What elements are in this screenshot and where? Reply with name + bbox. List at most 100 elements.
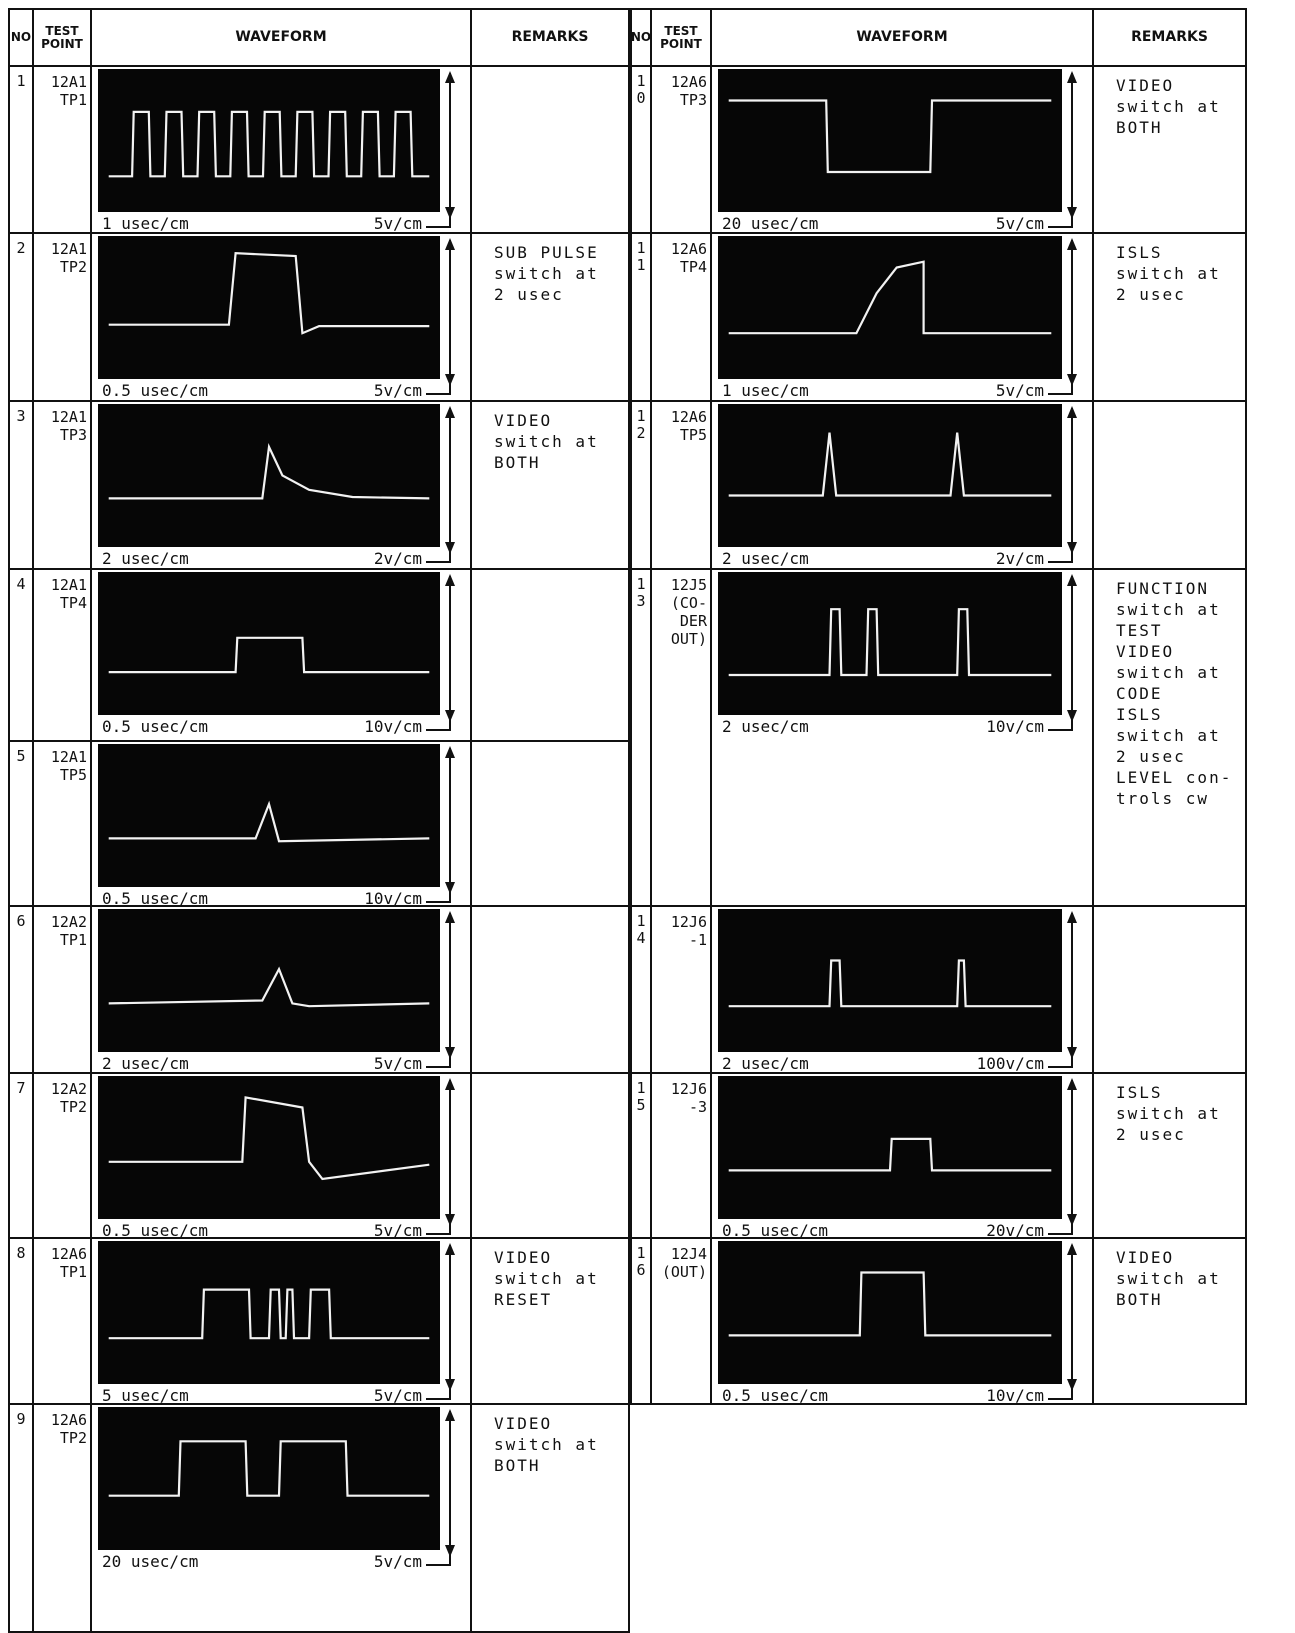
volts-scale: 10v/cm <box>364 717 422 736</box>
test-point-line: 12J6 <box>654 913 707 931</box>
header-test-point: TESTPOINT <box>650 8 712 67</box>
test-point-line: 12A1 <box>36 408 87 426</box>
remarks-line: switch at <box>494 263 628 284</box>
test-point-line: TP2 <box>36 1098 87 1116</box>
volts-scale: 2v/cm <box>996 549 1044 568</box>
header-line: POINT <box>41 38 83 51</box>
waveform-cell: 2 usec/cm2v/cm <box>710 400 1094 570</box>
test-point-line: 12A1 <box>36 73 87 91</box>
time-scale: 0.5 usec/cm <box>102 717 208 736</box>
header-remarks-text: REMARKS <box>1131 30 1208 45</box>
header-no-text: NO <box>631 31 651 44</box>
remarks-line: LEVEL con- <box>1116 767 1245 788</box>
remarks <box>1092 400 1247 570</box>
waveform-cell: 1 usec/cm5v/cm <box>710 232 1094 402</box>
header-remarks: REMARKS <box>1092 8 1247 67</box>
test-point-line: DER <box>654 612 707 630</box>
scale-bracket <box>1048 1057 1072 1067</box>
waveform-cell: 0.5 usec/cm5v/cm <box>90 1072 472 1239</box>
scale-bracket <box>426 1555 450 1565</box>
scope-screen <box>98 572 440 715</box>
remarks-line: VIDEO <box>494 1413 628 1434</box>
scope: 2 usec/cm2v/cm <box>92 402 470 570</box>
header-waveform: WAVEFORM <box>90 8 472 67</box>
remarks-line: switch at <box>494 1434 628 1455</box>
scope-screen <box>98 1407 440 1550</box>
row-number-text: 7 <box>16 1080 26 1097</box>
header-no-text: NO <box>11 31 31 44</box>
remarks-line: ISLS <box>1116 242 1245 263</box>
test-point-line: 12A1 <box>36 240 87 258</box>
scope-screen <box>718 404 1062 547</box>
time-scale: 1 usec/cm <box>722 381 809 400</box>
row-number-text: 14 <box>636 913 646 947</box>
remarks-line: VIDEO <box>494 1247 628 1268</box>
time-scale: 2 usec/cm <box>722 1054 809 1073</box>
remarks-line: trols cw <box>1116 788 1245 809</box>
row-number-text: 6 <box>16 913 26 930</box>
header-no: NO <box>8 8 34 67</box>
remarks-line: BOTH <box>494 1455 628 1476</box>
test-point-line: 12A6 <box>654 73 707 91</box>
header-line: POINT <box>660 38 702 51</box>
test-point-line: 12A2 <box>36 913 87 931</box>
test-point-line: TP4 <box>36 594 87 612</box>
row-number: 10 <box>630 65 652 234</box>
row-number: 2 <box>8 232 34 402</box>
test-point-line: (OUT) <box>654 1263 707 1281</box>
volts-scale: 5v/cm <box>996 214 1044 233</box>
row-number-text: 15 <box>636 1080 646 1114</box>
test-point: 12A1TP5 <box>32 740 92 907</box>
scope-screen <box>98 1076 440 1219</box>
time-scale: 0.5 usec/cm <box>102 381 208 400</box>
test-point-line: 12A1 <box>36 748 87 766</box>
scope-screen <box>718 236 1062 379</box>
remarks: VIDEOswitch atBOTH <box>470 400 630 570</box>
waveform-cell: 2 usec/cm100v/cm <box>710 905 1094 1074</box>
remarks: VIDEOswitch atBOTH <box>470 1403 630 1633</box>
volts-scale: 5v/cm <box>374 1552 422 1571</box>
scale-bracket <box>426 552 450 562</box>
row-number: 12 <box>630 400 652 570</box>
scope-screen <box>718 909 1062 1052</box>
test-point: 12J6-1 <box>650 905 712 1074</box>
remarks-line: TEST <box>1116 620 1245 641</box>
test-point: 12A2TP2 <box>32 1072 92 1239</box>
scope-screen <box>718 572 1062 715</box>
scope: 0.5 usec/cm20v/cm <box>712 1074 1092 1242</box>
test-point-line: TP2 <box>36 258 87 276</box>
waveform-cell: 5 usec/cm5v/cm <box>90 1237 472 1405</box>
row-number: 7 <box>8 1072 34 1239</box>
volts-scale: 10v/cm <box>986 1386 1044 1405</box>
test-point: 12A6TP1 <box>32 1237 92 1405</box>
header-remarks-text: REMARKS <box>512 30 589 45</box>
scale-bracket <box>426 384 450 394</box>
row-number: 9 <box>8 1403 34 1633</box>
row-number-text: 2 <box>16 240 26 257</box>
waveform-cell: 2 usec/cm2v/cm <box>90 400 472 570</box>
remarks-line: BOTH <box>494 452 628 473</box>
scale-bracket <box>1048 217 1072 227</box>
row-number: 6 <box>8 905 34 1074</box>
remarks-line: switch at <box>1116 1103 1245 1124</box>
row-number: 5 <box>8 740 34 907</box>
remarks <box>470 65 630 234</box>
test-point-line: TP5 <box>654 426 707 444</box>
scale-bracket <box>1048 1224 1072 1234</box>
remarks-line: 2 usec <box>1116 746 1245 767</box>
scale-bracket <box>1048 384 1072 394</box>
header-waveform-text: WAVEFORM <box>856 30 947 45</box>
remarks-line: switch at <box>1116 96 1245 117</box>
waveform-cell: 0.5 usec/cm5v/cm <box>90 232 472 402</box>
header-line: TEST <box>664 25 697 38</box>
waveform-cell: 20 usec/cm5v/cm <box>90 1403 472 1633</box>
